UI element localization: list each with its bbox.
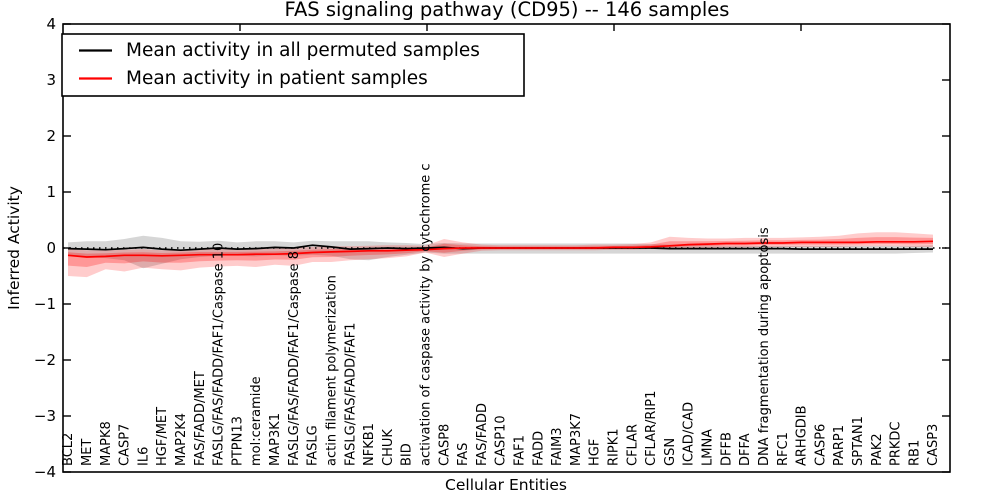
x-tick-label: SPTAN1 [851, 416, 866, 466]
legend-label: Mean activity in all permuted samples [126, 40, 480, 61]
x-axis-top-ticks [239, 24, 802, 31]
x-tick-label: FAF1 [513, 435, 528, 466]
x-tick-label: CASP7 [118, 424, 133, 466]
x-tick-label: DFFB [719, 432, 734, 466]
x-tick-label: FASLG/FAS/FADD/FAF1/Caspase 8 [287, 251, 302, 466]
x-tick-label: FASLG/FAS/FADD/FAF1/Caspase 10 [212, 243, 227, 466]
x-tick-label: HGF/MET [155, 407, 170, 466]
y-tick-label: 0 [46, 239, 56, 257]
y-tick-label: 2 [46, 127, 56, 145]
legend-box [61, 33, 525, 97]
chart-title: FAS signaling pathway (CD95) -- 146 samp… [285, 0, 730, 21]
x-tick-label: LMNA [701, 429, 716, 466]
x-tick-label: PAK2 [870, 433, 885, 466]
y-tick-label: −1 [34, 295, 56, 313]
x-tick-label: FASLG [306, 425, 321, 466]
x-tick-label: CASP3 [926, 424, 941, 466]
x-tick-label: actin filament polymerization [325, 275, 340, 466]
x-tick-label: BCL2 [61, 433, 76, 466]
x-tick-label: mol:ceramide [249, 376, 264, 466]
y-tick-label: 1 [46, 183, 56, 201]
x-axis-label: Cellular Entities [445, 476, 567, 494]
x-tick-label: CHUK [381, 429, 396, 466]
x-tick-label: PRKDC [889, 422, 904, 466]
x-tick-label: RIPK1 [607, 428, 622, 466]
y-tick-label: 4 [46, 15, 56, 33]
x-tick-label: FASLG/FAS/FADD/FAF1 [343, 323, 358, 466]
y-tick-label: 3 [46, 71, 56, 89]
x-tick-label: FAS/FADD [475, 403, 490, 466]
y-tick-label: −3 [34, 407, 56, 425]
x-tick-label: IL6 [136, 447, 151, 466]
x-tick-label: MAP3K1 [268, 413, 283, 466]
legend-label: Mean activity in patient samples [126, 68, 428, 89]
x-tick-label: activation of caspase activity by cytoch… [419, 163, 434, 466]
x-tick-label: HGF [588, 439, 603, 466]
x-tick-label: NFKB1 [362, 423, 377, 466]
line-patient-mean [67, 240, 934, 258]
x-axis-labels: BCL2 MET MAPK8 CASP7 IL6 HGF/MET MAP2K4 FAS/FAD… [61, 163, 941, 466]
x-tick-label: RFC1 [776, 432, 791, 466]
x-tick-label: MAP2K4 [174, 413, 189, 466]
x-tick-label: MET [80, 439, 95, 466]
x-tick-label: MAPK8 [99, 421, 114, 466]
x-tick-label: DFFA [738, 433, 753, 466]
x-tick-label: FAS [456, 443, 471, 466]
x-tick-label: CASP10 [494, 415, 509, 466]
legend-entry: Mean activity in all permuted samples [79, 40, 480, 61]
x-tick-label: ARHGDIB [795, 405, 810, 466]
x-tick-label: CASP8 [437, 424, 452, 466]
x-tick-label: CASP6 [813, 424, 828, 466]
x-tick-label: DNA fragmentation during apoptosis [757, 227, 772, 466]
x-tick-label: CFLAR/RIP1 [644, 391, 659, 466]
band-permuted-range [68, 235, 933, 269]
x-tick-label: PTPN13 [230, 416, 245, 466]
x-tick-label: RB1 [907, 440, 922, 466]
x-tick-label: BID [400, 443, 415, 466]
x-tick-label: MAP3K7 [569, 413, 584, 466]
x-tick-label: FADD [531, 431, 546, 466]
legend-entry: Mean activity in patient samples [79, 68, 428, 89]
y-tick-label: −4 [34, 463, 56, 481]
y-tick-label: −2 [34, 351, 56, 369]
x-tick-label: ICAD/CAD [682, 402, 697, 466]
x-tick-label: FAS/FADD/MET [193, 371, 208, 466]
x-tick-label: CFLAR [625, 424, 640, 466]
y-axis: 4 3 2 1 0 −1 −2 −3 −4 [34, 15, 950, 481]
legend: Mean activity in all permuted samples Mea… [61, 33, 525, 97]
x-tick-label: GSN [663, 438, 678, 466]
x-tick-label: FAIM3 [550, 428, 565, 467]
y-axis-label: Inferred Activity [5, 186, 23, 310]
x-tick-label: PARP1 [832, 425, 847, 466]
